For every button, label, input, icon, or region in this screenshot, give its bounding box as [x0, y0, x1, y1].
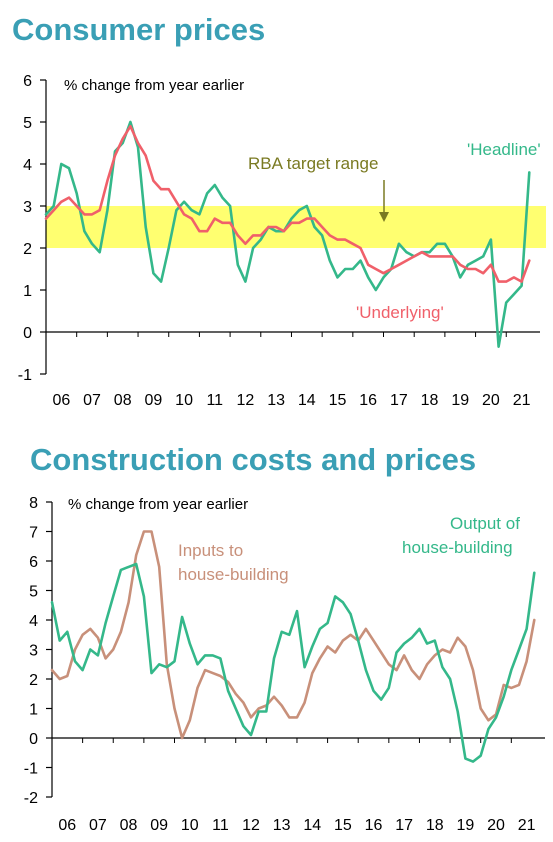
top-xtick-label: 07 — [83, 392, 101, 409]
bottom-xtick-label: 18 — [426, 817, 444, 834]
top-ytick-label: 6 — [23, 73, 32, 90]
top-ytick-label: 1 — [23, 283, 32, 300]
top-xtick-label: 21 — [513, 392, 531, 409]
top-ytick-label: 0 — [23, 325, 32, 342]
bottom-xtick-label: 07 — [89, 817, 107, 834]
bottom-ytick-label: 5 — [29, 584, 38, 601]
bottom-xtick-label: 17 — [395, 817, 413, 834]
top-xtick-label: 12 — [237, 392, 255, 409]
bottom-unit-label: % change from year earlier — [68, 496, 248, 513]
top-ytick-label: 2 — [23, 241, 32, 258]
target-range-label: RBA target range — [248, 154, 378, 173]
top-ytick-label: 5 — [23, 115, 32, 132]
bottom-xtick-label: 21 — [518, 817, 536, 834]
top-xtick-label: 10 — [175, 392, 193, 409]
top-xtick-label: 16 — [359, 392, 377, 409]
top-chart-title: Consumer prices — [12, 12, 266, 47]
output-label-line2: house-building — [402, 538, 513, 557]
top-xtick-label: 19 — [451, 392, 469, 409]
bottom-ytick-label: 2 — [29, 672, 38, 689]
top-series-b-line — [44, 124, 531, 283]
bottom-chart-title: Construction costs and prices — [30, 442, 477, 477]
bottom-series-b-line — [50, 562, 536, 763]
top-unit-label: % change from year earlier — [64, 77, 244, 94]
bottom-xtick-label: 08 — [120, 817, 138, 834]
bottom-ytick-label: 0 — [29, 731, 38, 748]
top-xtick-label: 18 — [421, 392, 439, 409]
top-xtick-label: 06 — [52, 392, 70, 409]
bottom-xtick-label: 09 — [150, 817, 168, 834]
bottom-xtick-label: 06 — [58, 817, 76, 834]
bottom-ytick-label: 3 — [29, 643, 38, 660]
bottom-xtick-label: 10 — [181, 817, 199, 834]
bottom-xtick-label: 15 — [334, 817, 352, 834]
bottom-ytick-label: -2 — [24, 790, 38, 807]
top-xtick-label: 14 — [298, 392, 316, 409]
bottom-xtick-label: 20 — [487, 817, 505, 834]
output-label-line1: Output of — [450, 514, 520, 533]
bottom-xtick-label: 16 — [365, 817, 383, 834]
top-xtick-label: 08 — [114, 392, 132, 409]
top-xtick-label: 13 — [267, 392, 285, 409]
bottom-ytick-label: 8 — [29, 495, 38, 512]
headline-label: 'Headline' — [467, 140, 541, 159]
top-ytick-label: 4 — [23, 157, 32, 174]
bottom-xtick-label: 13 — [273, 817, 291, 834]
target-range-arrowhead — [379, 212, 389, 222]
bottom-ytick-label: 1 — [29, 702, 38, 719]
bottom-ytick-label: 7 — [29, 525, 38, 542]
underlying-label: 'Underlying' — [356, 303, 444, 322]
inputs-label-line1: Inputs to — [178, 541, 243, 560]
top-ytick-label: 3 — [23, 199, 32, 216]
top-ytick-label: -1 — [18, 367, 32, 384]
top-xtick-label: 17 — [390, 392, 408, 409]
bottom-xtick-label: 14 — [303, 817, 321, 834]
bottom-xtick-label: 12 — [242, 817, 260, 834]
bottom-xtick-label: 11 — [212, 817, 229, 834]
bottom-ytick-label: -1 — [24, 761, 38, 778]
top-xtick-label: 11 — [206, 392, 223, 409]
bottom-xtick-label: 19 — [456, 817, 474, 834]
bottom-ytick-label: 6 — [29, 554, 38, 571]
bottom-series-a-line — [50, 530, 536, 740]
top-xtick-label: 20 — [482, 392, 500, 409]
inputs-label-line2: house-building — [178, 565, 289, 584]
bottom-ytick-label: 4 — [29, 613, 38, 630]
top-xtick-label: 09 — [144, 392, 162, 409]
top-xtick-label: 15 — [329, 392, 347, 409]
